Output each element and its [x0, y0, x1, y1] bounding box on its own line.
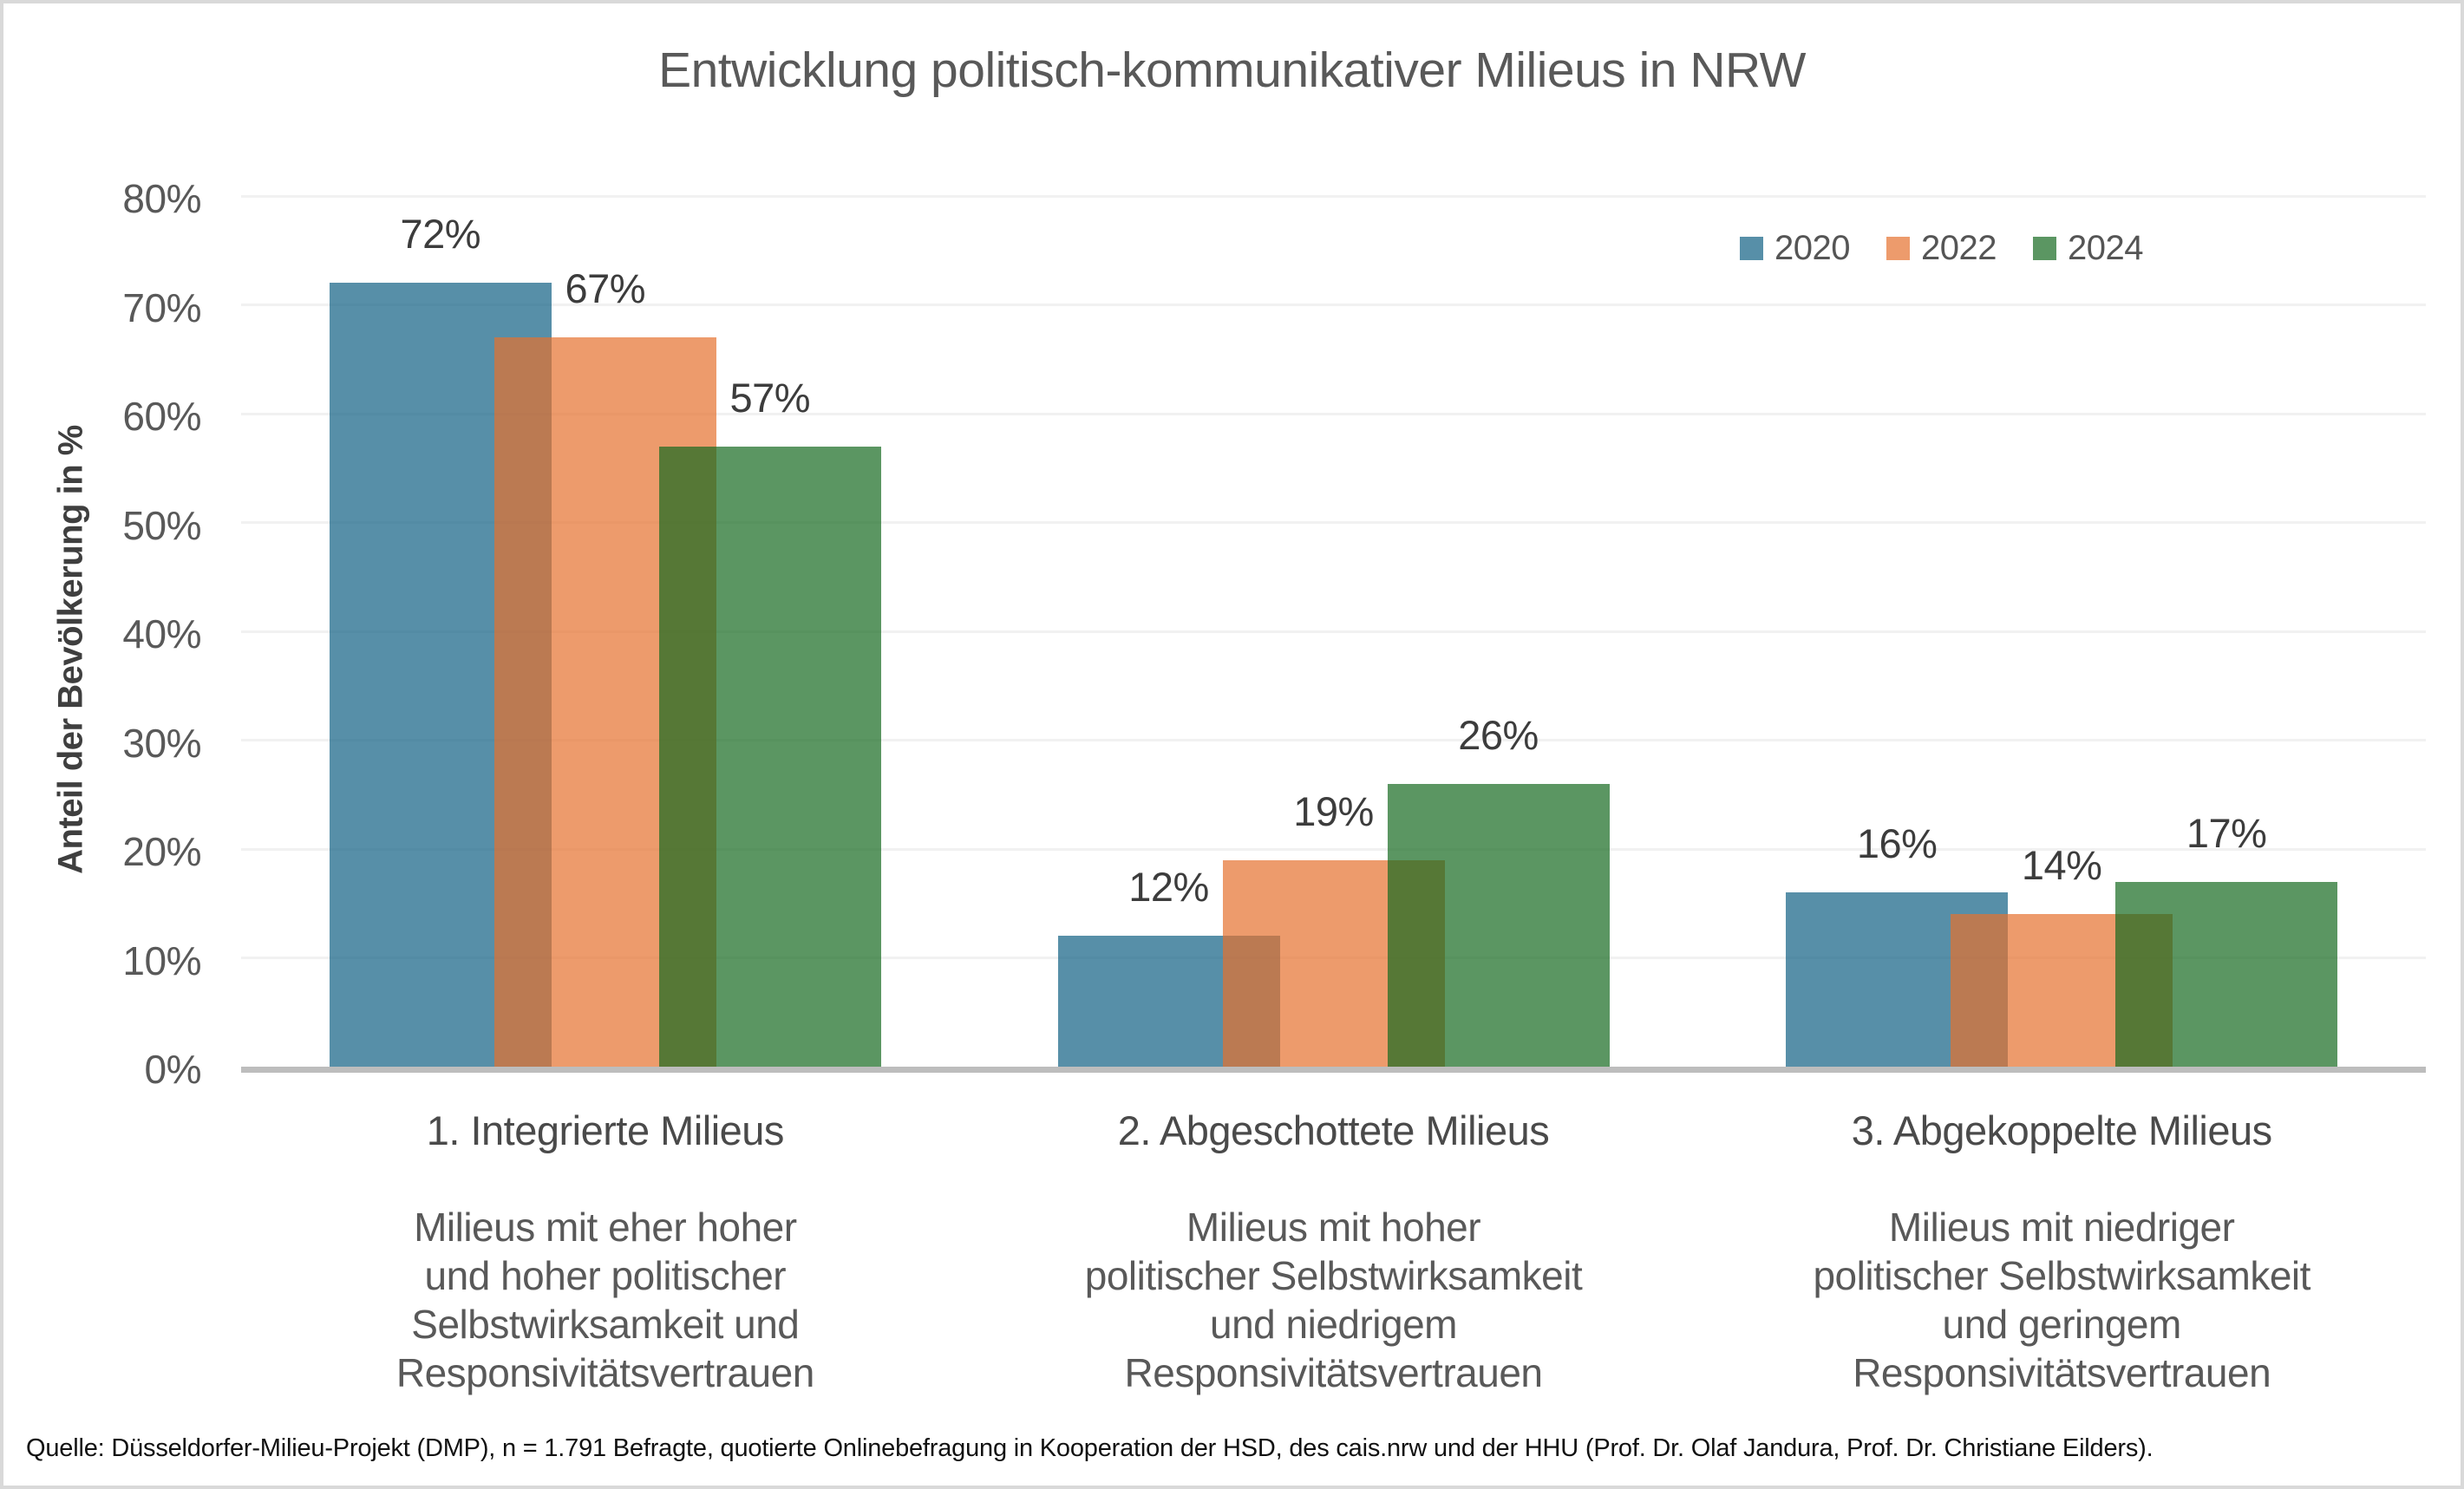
category-label-1: 1. Integrierte Milieus [426, 1107, 785, 1153]
gridline-70 [241, 304, 2426, 306]
legend-item-2024: 2024 [2032, 229, 2143, 268]
value-label-2024-category-3: 17% [2186, 809, 2267, 856]
legend: 2020 2022 2024 [1740, 229, 2143, 268]
gridline-60 [241, 412, 2426, 415]
gridline-30 [241, 739, 2426, 741]
category-group-1: 1. Integrierte Milieus Milieus mit eher … [241, 1107, 970, 1397]
value-label-2024-category-1: 57% [729, 374, 811, 421]
legend-item-2020: 2020 [1740, 229, 1850, 268]
legend-label-2024: 2024 [2067, 229, 2143, 267]
y-tick-label-0: 0% [144, 1047, 202, 1092]
category-label-3: 3. Abgekoppelte Milieus [1851, 1107, 2272, 1153]
category-description-2: Milieus mit hoher politischer Selbstwirk… [1084, 1205, 1583, 1396]
category-label-2: 2. Abgeschottete Milieus [1117, 1107, 1550, 1153]
bar-2024-category-3 [2115, 881, 2338, 1067]
y-tick-label-30: 30% [122, 720, 201, 766]
plot-area: 72% 67% 57% 12% 19% 26% 16% 14% 17% [241, 160, 2426, 1067]
value-label-2020-category-3: 16% [1856, 820, 1938, 867]
bar-2024-category-1 [658, 446, 881, 1067]
value-label-2020-category-2: 12% [1128, 864, 1209, 911]
value-label-2020-category-1: 72% [400, 211, 481, 258]
gridline-80 [241, 194, 2426, 198]
gridline-40 [241, 630, 2426, 633]
y-tick-label-80: 80% [122, 176, 201, 221]
category-description-3: Milieus mit niedriger politischer Selbst… [1813, 1205, 2310, 1396]
legend-item-2022: 2022 [1886, 229, 1997, 268]
y-axis-title: Anteil der Bevölkerung in % [51, 425, 90, 874]
source-note: Quelle: Düsseldorfer-Milieu-Projekt (DMP… [26, 1434, 2154, 1462]
gridline-50 [241, 521, 2426, 524]
category-description-1: Milieus mit eher hoher und hoher politis… [395, 1205, 814, 1396]
value-label-2022-category-2: 19% [1293, 787, 1374, 834]
y-tick-label-60: 60% [122, 394, 201, 439]
y-tick-label-50: 50% [122, 502, 201, 548]
value-label-2022-category-1: 67% [565, 265, 646, 312]
chart-title: Entwicklung politisch-kommunikativer Mil… [658, 42, 1806, 98]
y-tick-label-10: 10% [122, 937, 201, 983]
legend-label-2022: 2022 [1920, 229, 1997, 267]
legend-swatch-2022 [1886, 237, 1910, 260]
y-tick-label-20: 20% [122, 829, 201, 874]
y-tick-label-70: 70% [122, 284, 201, 330]
legend-label-2020: 2020 [1774, 229, 1850, 267]
category-group-3: 3. Abgekoppelte Milieus Milieus mit nied… [1697, 1107, 2426, 1397]
value-label-2022-category-3: 14% [2021, 842, 2102, 889]
category-group-2: 2. Abgeschottete Milieus Milieus mit hoh… [970, 1107, 1698, 1397]
value-label-2024-category-2: 26% [1458, 711, 1539, 758]
gridline-20 [241, 847, 2426, 851]
x-axis-line [241, 1067, 2426, 1073]
y-tick-label-40: 40% [122, 611, 201, 656]
legend-swatch-2024 [2032, 237, 2056, 260]
category-labels-row: 1. Integrierte Milieus Milieus mit eher … [241, 1107, 2426, 1397]
legend-swatch-2020 [1740, 237, 1763, 260]
bar-2024-category-2 [1387, 783, 1610, 1067]
